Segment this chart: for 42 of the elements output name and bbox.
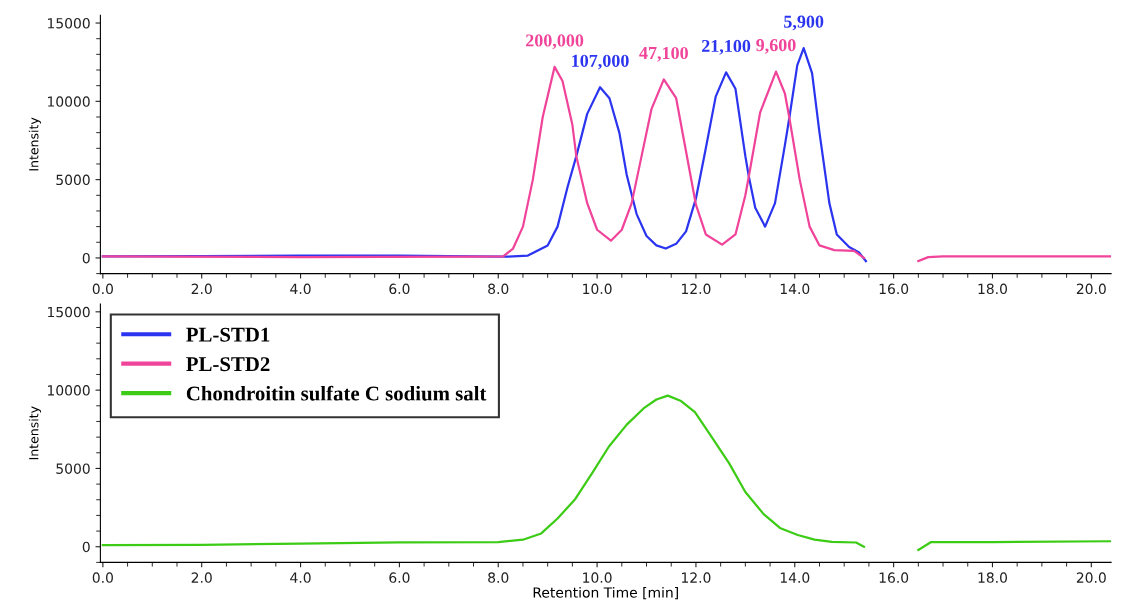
y-tick-label: 5000 xyxy=(56,174,90,186)
x-tick-label: 12.0 xyxy=(682,572,711,583)
y-axis-title: Intensity xyxy=(28,406,41,460)
y-tick-label: 15000 xyxy=(48,18,90,29)
x-tick-label: 4.0 xyxy=(290,572,311,583)
x-tick-label: 16.0 xyxy=(879,283,909,295)
annotation: 47,100 xyxy=(639,46,688,62)
y-tick-label: 10000 xyxy=(48,385,90,396)
x-tick-label: 0.0 xyxy=(92,572,113,583)
y-tick-label: 10000 xyxy=(48,96,90,107)
x-tick-label: 6.0 xyxy=(389,572,410,583)
x-tick-label: 12.0 xyxy=(682,283,711,295)
x-tick-label: 18.0 xyxy=(978,283,1008,295)
x-tick-label: 8.0 xyxy=(488,572,509,583)
x-axis-title: Retention Time [min] xyxy=(533,586,678,600)
annotation: 107,000 xyxy=(572,54,629,70)
annotation: 21,100 xyxy=(702,39,751,55)
x-tick-label: 2.0 xyxy=(191,572,212,583)
x-tick-label: 14.0 xyxy=(780,283,810,295)
x-tick-label: 4.0 xyxy=(290,283,311,295)
x-tick-label: 0.0 xyxy=(92,283,113,295)
annotation: 9,600 xyxy=(756,39,796,54)
annotation: 200,000 xyxy=(526,34,584,50)
legend-label: PL-STD2 xyxy=(186,357,270,372)
y-tick-label: 5000 xyxy=(56,463,90,474)
x-tick-label: 6.0 xyxy=(389,283,410,295)
x-tick-label: 20.0 xyxy=(1076,572,1106,583)
y-tick-label: 15000 xyxy=(48,306,90,318)
y-axis-title: Intensity xyxy=(28,117,41,171)
x-tick-label: 2.0 xyxy=(191,283,212,295)
x-tick-label: 18.0 xyxy=(978,572,1008,583)
legend-label: PL-STD1 xyxy=(186,327,270,342)
y-tick-label: 0 xyxy=(82,252,90,264)
x-tick-label: 14.0 xyxy=(780,572,810,583)
x-tick-label: 16.0 xyxy=(879,572,909,583)
x-tick-label: 20.0 xyxy=(1076,283,1106,295)
x-tick-label: 10.0 xyxy=(583,283,612,295)
x-tick-label: 10.0 xyxy=(583,572,612,583)
legend-label: Chondroitin sulfate C sodium salt xyxy=(186,385,487,401)
y-tick-label: 0 xyxy=(82,541,90,553)
x-tick-label: 8.0 xyxy=(488,283,509,295)
annotation: 5,900 xyxy=(784,15,824,31)
